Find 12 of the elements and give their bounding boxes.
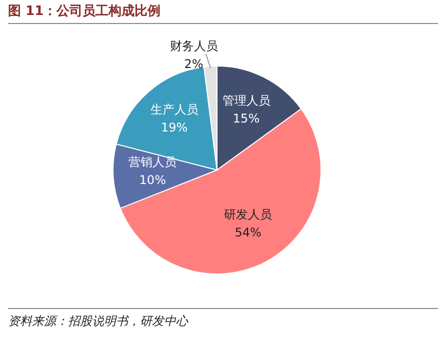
chart-title: 图 11：公司员工构成比例 — [8, 2, 438, 24]
data-label: 2% — [184, 56, 204, 71]
data-label: 54% — [234, 226, 262, 240]
slice-label: 生产人员 — [150, 102, 198, 117]
slice-label: 财务人员 — [170, 38, 218, 53]
slice-label: 管理人员 — [222, 94, 270, 108]
data-label: 19% — [161, 120, 188, 135]
slice-label: 营销人员 — [128, 155, 177, 170]
data-label: 10% — [139, 173, 166, 188]
slice-label: 研发人员 — [224, 208, 272, 222]
data-label: 15% — [232, 112, 260, 126]
text: 资料来源：招股说明书，研发中心 — [8, 313, 190, 330]
